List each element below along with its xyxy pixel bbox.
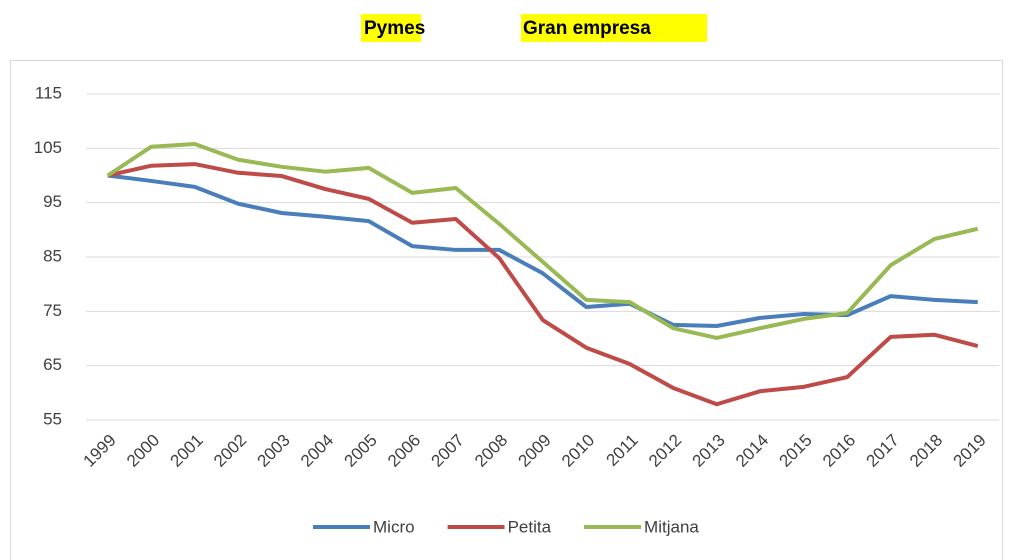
legend-label: Petita <box>508 517 552 536</box>
x-tick-label: 2014 <box>732 431 772 471</box>
x-tick-label: 2003 <box>254 431 294 471</box>
header-highlight <box>521 14 707 42</box>
line-series <box>106 141 979 340</box>
x-tick-label: 2018 <box>906 431 946 471</box>
x-tick-label: 2012 <box>645 431 685 471</box>
x-tick-label: 1999 <box>80 431 120 471</box>
legend-label: Micro <box>373 517 415 536</box>
y-tick-label: 75 <box>43 301 62 320</box>
y-tick-label: 105 <box>34 138 62 157</box>
x-tick-label: 2004 <box>297 431 337 471</box>
header-label: Pymes <box>364 18 425 39</box>
line-series <box>107 173 978 329</box>
y-tick-label: 65 <box>43 355 62 374</box>
x-tick-label: 2007 <box>428 431 468 471</box>
header-highlight <box>361 14 421 42</box>
x-tick-label: 2015 <box>776 431 816 471</box>
x-tick-label: 2011 <box>602 431 641 470</box>
x-tick-label: 2019 <box>950 431 990 471</box>
y-tick-label: 95 <box>43 192 62 211</box>
x-tick-label: 2005 <box>341 431 381 471</box>
x-tick-label: 2016 <box>819 431 859 471</box>
y-tick-label: 55 <box>43 409 62 428</box>
chart-border <box>10 60 1003 560</box>
x-tick-label: 2013 <box>689 431 729 471</box>
x-tick-label: 2010 <box>558 431 598 471</box>
y-tick-label: 85 <box>43 246 62 265</box>
x-tick-label: 2009 <box>515 431 555 471</box>
x-tick-label: 2001 <box>167 431 207 471</box>
x-tick-label: 2000 <box>123 431 163 471</box>
x-tick-label: 2006 <box>384 431 424 471</box>
line-series <box>107 162 979 407</box>
y-tick-label: 115 <box>35 83 62 102</box>
legend-label: Mitjana <box>644 517 699 536</box>
header-label: Gran empresa <box>523 18 651 39</box>
x-tick-label: 2017 <box>863 431 903 471</box>
x-tick-label: 2002 <box>210 431 250 471</box>
x-tick-label: 2008 <box>471 431 511 471</box>
